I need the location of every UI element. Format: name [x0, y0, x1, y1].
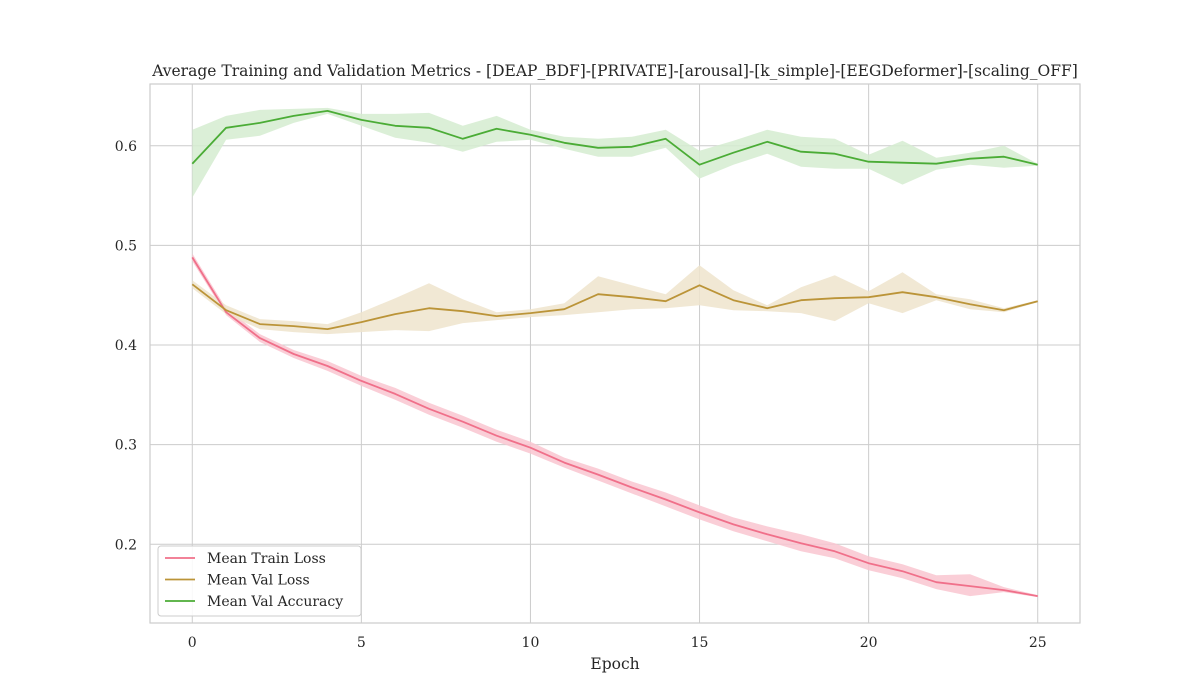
- legend: Mean Train Loss Mean Val Loss Mean Val Acc…: [157, 545, 362, 617]
- mean-train-loss-line: [191, 256, 1038, 597]
- mean-val-loss-band: [192, 265, 1038, 335]
- series-lines: [191, 110, 1038, 597]
- mean-val-loss-line: [191, 283, 1038, 331]
- y-tick-label: 0.2: [115, 537, 137, 553]
- y-tick-label: 0.3: [115, 438, 137, 454]
- x-axis-ticks: 0 5 10 15 20 25: [188, 635, 1047, 651]
- y-tick-label: 0.4: [115, 338, 137, 354]
- grid: [150, 84, 1080, 623]
- y-axis-ticks: 0.2 0.3 0.4 0.5 0.6: [115, 139, 137, 554]
- legend-box: [157, 545, 362, 617]
- x-tick-label: 25: [1029, 635, 1047, 651]
- chart-title: Average Training and Validation Metrics …: [151, 62, 1078, 80]
- legend-label-mean-train-loss: Mean Train Loss: [207, 551, 326, 567]
- plot-frame: [149, 83, 1081, 624]
- mean-val-accuracy-line: [191, 110, 1038, 166]
- x-axis-label: Epoch: [590, 655, 639, 673]
- confidence-bands: [192, 107, 1038, 598]
- y-tick-label: 0.6: [115, 139, 137, 155]
- mean-val-accuracy-band: [192, 107, 1038, 198]
- x-tick-label: 20: [860, 635, 878, 651]
- x-tick-label: 5: [357, 635, 366, 651]
- x-tick-label: 15: [691, 635, 709, 651]
- x-tick-label: 0: [188, 635, 197, 651]
- legend-label-mean-val-loss: Mean Val Loss: [207, 573, 310, 589]
- legend-label-mean-val-accuracy: Mean Val Accuracy: [207, 594, 343, 610]
- x-tick-label: 10: [522, 635, 540, 651]
- y-tick-label: 0.5: [115, 238, 137, 254]
